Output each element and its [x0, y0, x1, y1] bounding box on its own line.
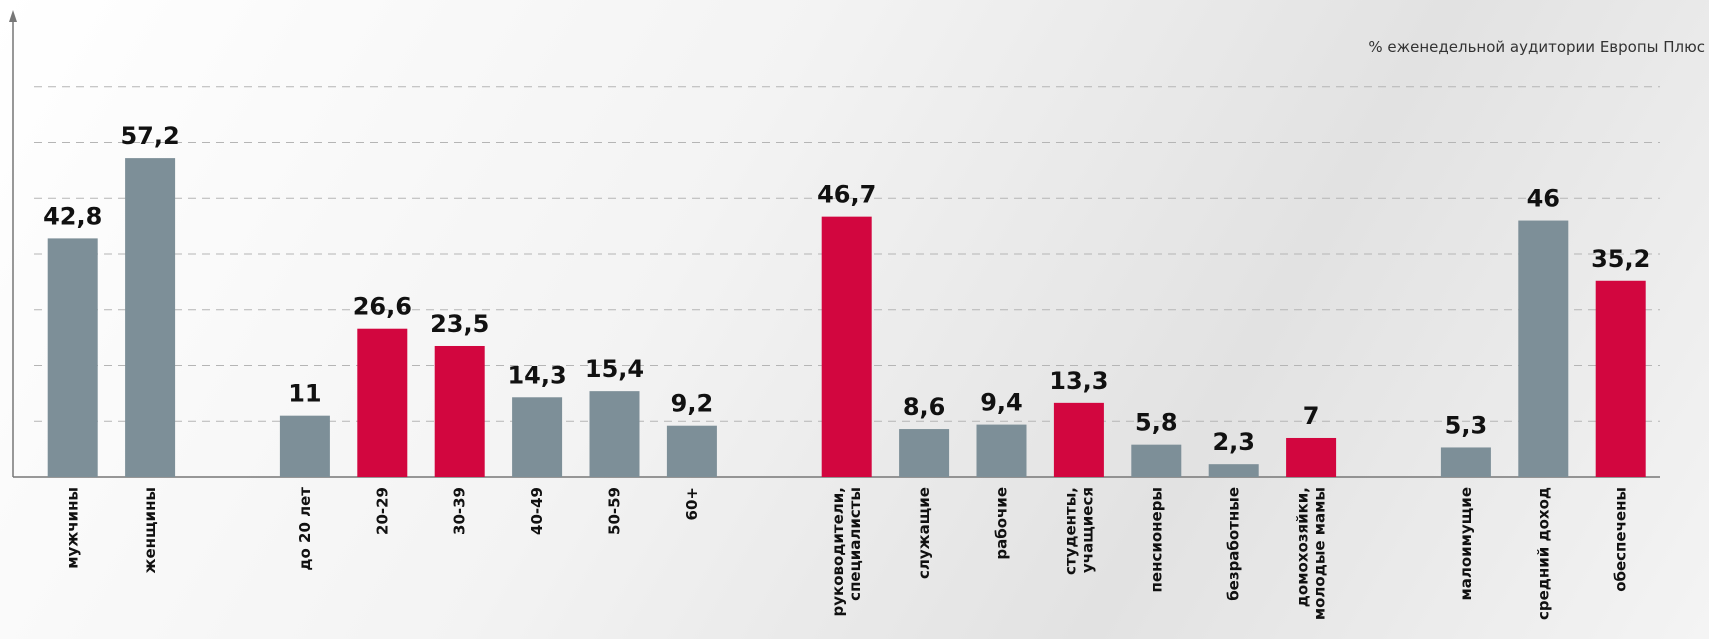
bar: [666, 425, 717, 477]
x-tick-label: обеспечены: [1612, 487, 1630, 592]
value-label: 2,3: [1212, 428, 1255, 456]
bar: [1286, 437, 1337, 477]
x-tick-label: до 20 лет: [296, 487, 314, 571]
x-tick-label: 40-49: [528, 487, 546, 535]
x-tick-label: 30-39: [451, 487, 469, 535]
bar: [1440, 447, 1491, 477]
value-label: 26,6: [353, 293, 412, 321]
x-tick-label: мужчины: [64, 487, 82, 569]
x-tick-label: рабочие: [993, 487, 1011, 560]
x-tick-label: студенты,учащиеся: [1061, 487, 1096, 575]
bar: [357, 328, 408, 477]
bar: [1208, 464, 1259, 477]
bar: [976, 424, 1027, 477]
bar: [1595, 280, 1646, 477]
bar: [279, 415, 330, 477]
value-label: 23,5: [430, 310, 489, 338]
y-axis-arrow: [9, 10, 17, 22]
x-tick-label: пенсионеры: [1147, 487, 1165, 592]
x-tick-label: малоимущие: [1457, 487, 1475, 601]
bar: [821, 216, 872, 477]
bar: [899, 429, 950, 477]
value-label: 11: [288, 380, 321, 408]
value-label: 7: [1303, 402, 1320, 430]
x-tick-label: 20-29: [373, 487, 391, 535]
bar: [47, 238, 98, 477]
bar: [1131, 444, 1182, 477]
value-label: 42,8: [43, 202, 102, 230]
bar: [125, 158, 176, 478]
chart-note: % еженедельной аудитории Европы Плюс: [1368, 38, 1705, 56]
value-label: 14,3: [507, 361, 566, 389]
value-label: 13,3: [1049, 367, 1108, 395]
x-tick-label: служащие: [915, 487, 933, 579]
value-label: 46,7: [817, 181, 876, 209]
x-tick-label: домохозяйки,молодые мамы: [1294, 487, 1329, 620]
value-label: 35,2: [1591, 245, 1650, 273]
bar: [434, 345, 485, 477]
bar: [1518, 220, 1569, 478]
x-tick-label: безработные: [1225, 487, 1243, 601]
x-tick-label: средний доход: [1534, 487, 1552, 620]
value-label: 5,8: [1135, 409, 1178, 437]
x-tick-label: женщины: [141, 487, 159, 573]
bar: [589, 391, 640, 477]
x-tick-label: руководители,специалисты: [829, 487, 864, 617]
bar: [512, 397, 563, 477]
value-label: 46: [1527, 185, 1560, 213]
value-label: 15,4: [585, 355, 644, 383]
x-tick-label: 50-59: [606, 487, 624, 535]
value-label: 57,2: [120, 122, 179, 150]
value-label: 5,3: [1445, 411, 1488, 439]
value-label: 9,2: [671, 390, 714, 418]
x-tick-label: 60+: [683, 487, 701, 520]
value-label: 9,4: [980, 389, 1023, 417]
bar: [1053, 402, 1104, 477]
value-label: 8,6: [903, 393, 946, 421]
